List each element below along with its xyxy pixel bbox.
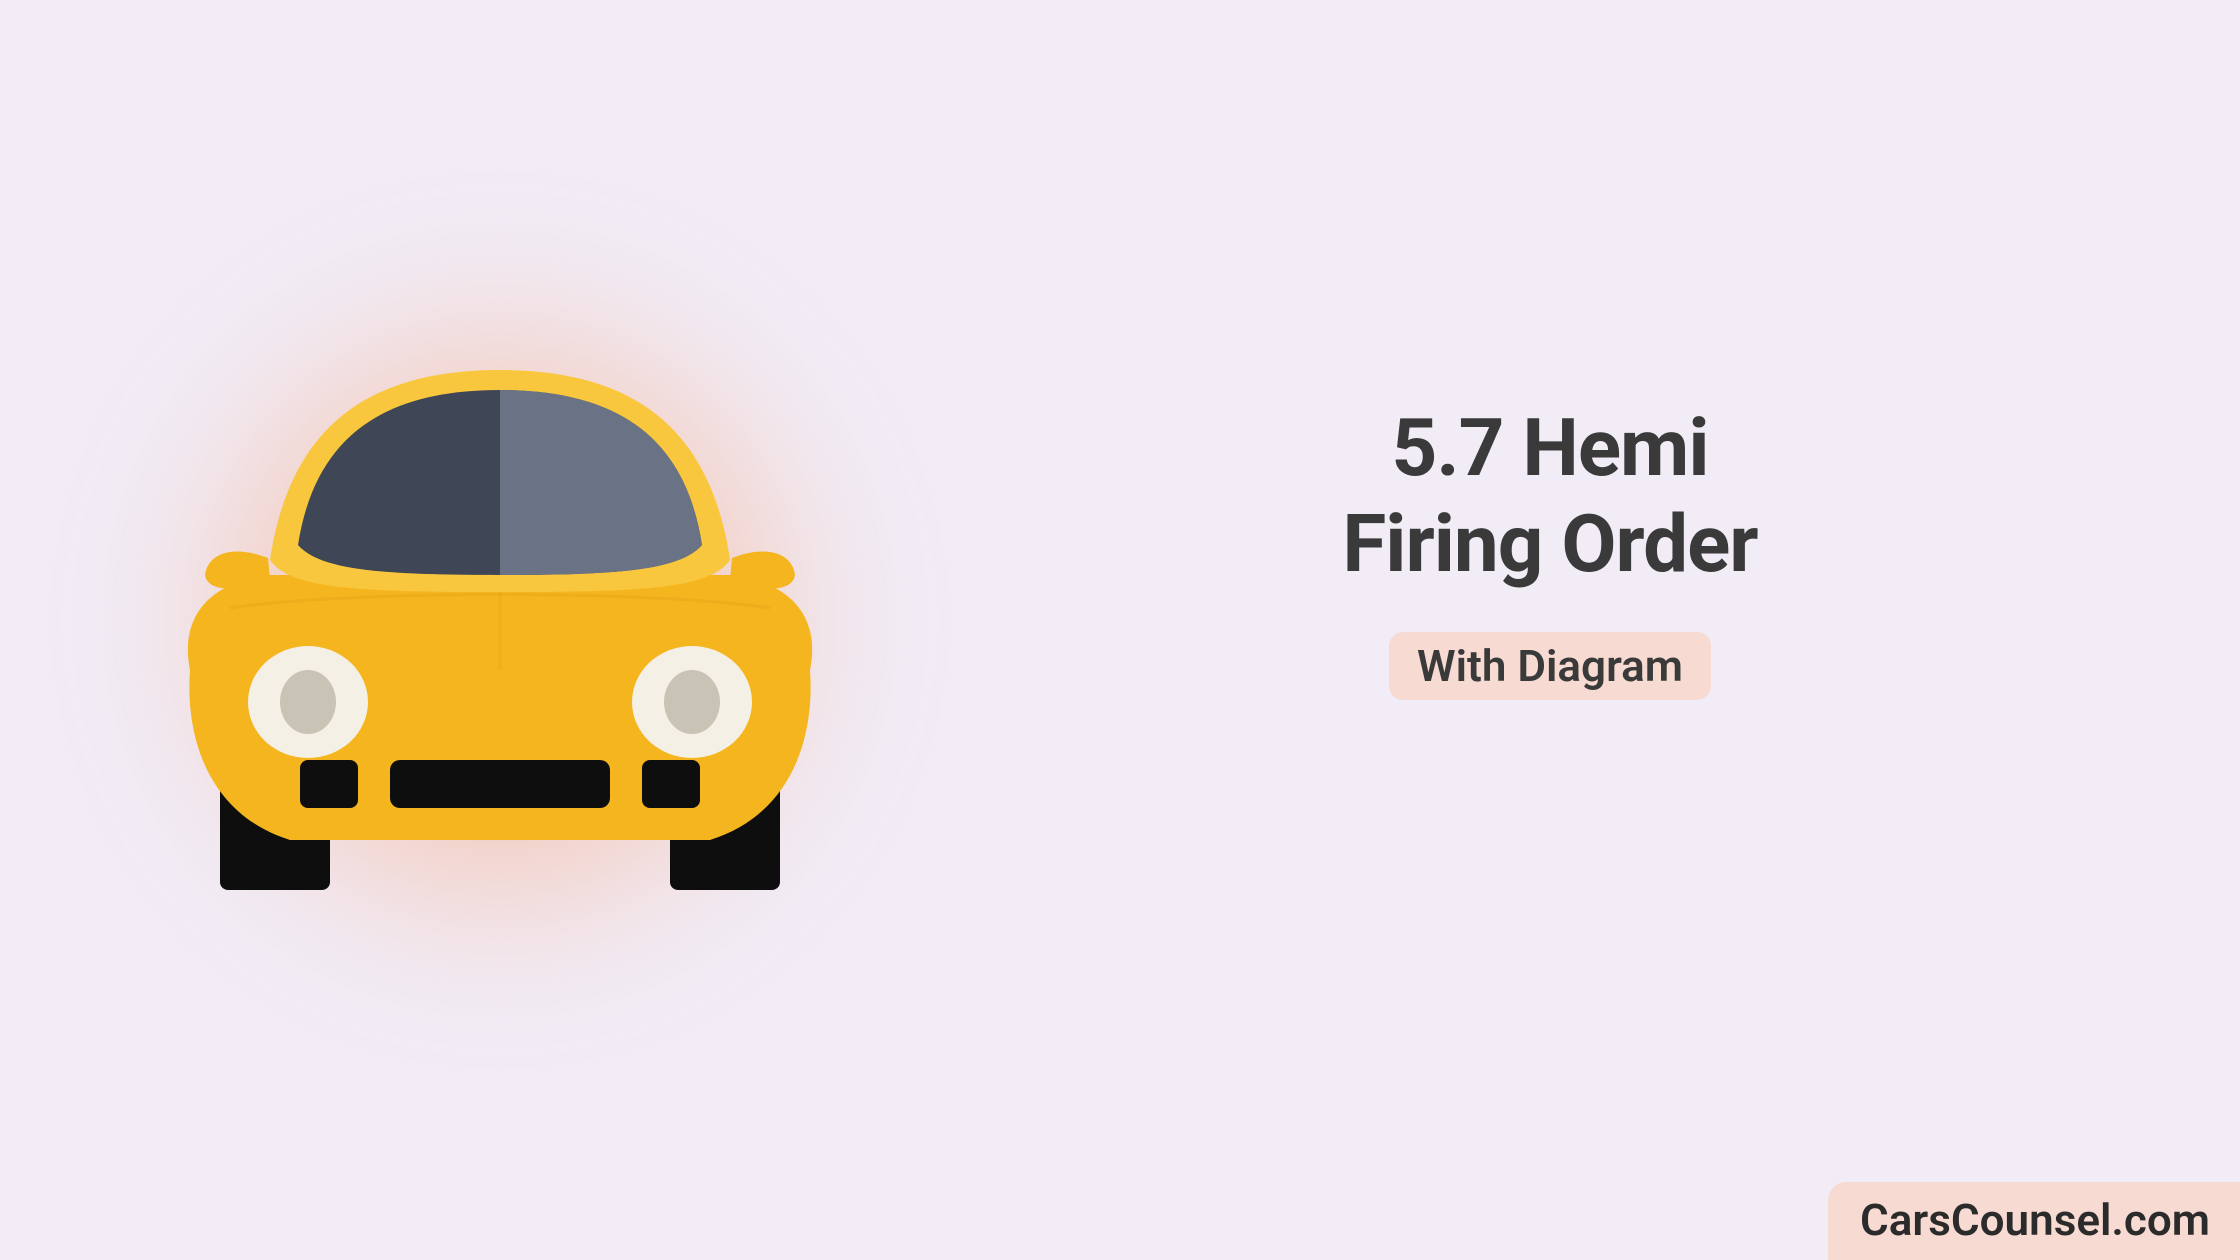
title-line-2: Firing Order [1100, 496, 2000, 592]
title-line-1: 5.7 Hemi [1100, 400, 2000, 496]
page-title: 5.7 Hemi Firing Order [1100, 400, 2000, 592]
car-icon [150, 340, 850, 900]
text-block: 5.7 Hemi Firing Order With Diagram [1100, 400, 2000, 700]
watermark: CarsCounsel.com [1828, 1182, 2240, 1260]
car-illustration [150, 340, 850, 904]
subtitle-badge: With Diagram [1389, 632, 1711, 700]
